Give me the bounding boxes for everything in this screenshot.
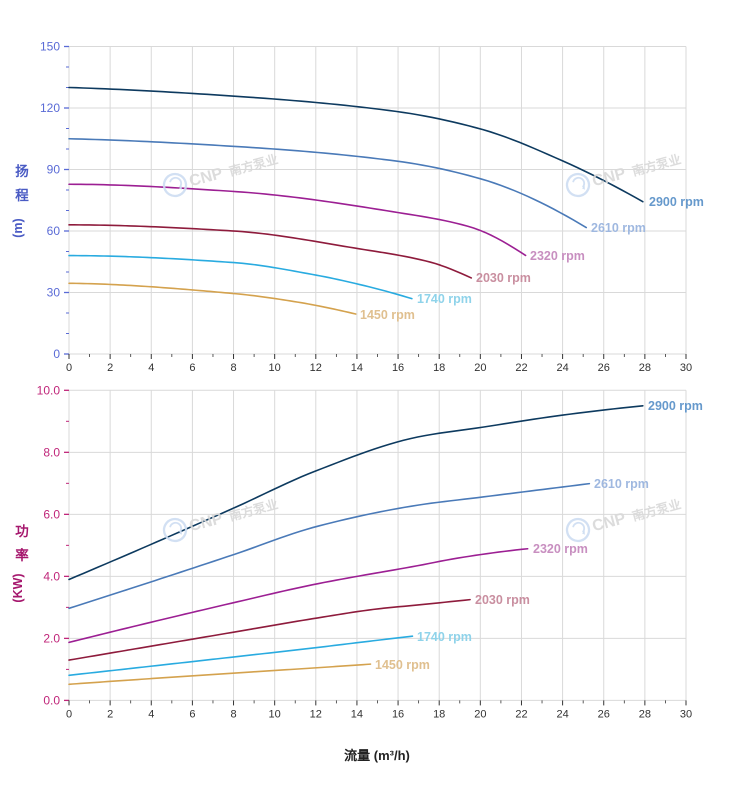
- svg-text:2: 2: [107, 708, 113, 720]
- svg-text:18: 18: [433, 708, 445, 720]
- svg-text:0: 0: [53, 347, 60, 361]
- svg-text:30: 30: [47, 286, 61, 300]
- svg-text:1450 rpm: 1450 rpm: [360, 308, 415, 322]
- svg-text:1740 rpm: 1740 rpm: [417, 630, 472, 644]
- svg-text:6: 6: [189, 708, 195, 720]
- svg-text:2030 rpm: 2030 rpm: [475, 593, 530, 607]
- svg-text:8: 8: [230, 362, 236, 374]
- svg-text:20: 20: [474, 362, 486, 374]
- svg-text:150: 150: [40, 40, 60, 54]
- svg-text:2900 rpm: 2900 rpm: [649, 195, 704, 209]
- svg-text:扬: 扬: [15, 163, 29, 179]
- svg-text:2610 rpm: 2610 rpm: [594, 477, 649, 491]
- svg-text:(KW): (KW): [11, 573, 25, 602]
- svg-text:0.0: 0.0: [43, 693, 60, 707]
- svg-text:30: 30: [680, 362, 692, 374]
- svg-text:1450 rpm: 1450 rpm: [375, 658, 430, 672]
- svg-text:0: 0: [66, 708, 72, 720]
- svg-text:流量 (m³/h): 流量 (m³/h): [344, 748, 410, 763]
- svg-text:12: 12: [310, 362, 322, 374]
- svg-text:30: 30: [680, 708, 692, 720]
- svg-text:8.0: 8.0: [43, 445, 60, 459]
- svg-text:10.0: 10.0: [37, 383, 61, 397]
- svg-text:120: 120: [40, 101, 60, 115]
- svg-text:2: 2: [107, 362, 113, 374]
- svg-text:22: 22: [515, 708, 527, 720]
- svg-text:14: 14: [351, 362, 363, 374]
- svg-text:22: 22: [515, 362, 527, 374]
- svg-text:2.0: 2.0: [43, 631, 60, 645]
- svg-text:60: 60: [47, 224, 61, 238]
- svg-text:16: 16: [392, 362, 404, 374]
- svg-text:率: 率: [15, 547, 29, 563]
- svg-text:4.0: 4.0: [43, 569, 60, 583]
- svg-text:12: 12: [310, 708, 322, 720]
- svg-text:6: 6: [189, 362, 195, 374]
- svg-text:2320 rpm: 2320 rpm: [533, 542, 588, 556]
- svg-text:26: 26: [598, 362, 610, 374]
- svg-text:4: 4: [148, 708, 154, 720]
- svg-text:90: 90: [47, 163, 61, 177]
- svg-text:16: 16: [392, 708, 404, 720]
- svg-text:功: 功: [15, 524, 29, 539]
- svg-text:2900 rpm: 2900 rpm: [648, 399, 703, 413]
- svg-text:28: 28: [639, 708, 651, 720]
- svg-text:10: 10: [269, 362, 281, 374]
- svg-text:2320 rpm: 2320 rpm: [530, 249, 585, 263]
- svg-text:20: 20: [474, 708, 486, 720]
- svg-text:10: 10: [269, 708, 281, 720]
- svg-text:(m): (m): [11, 218, 25, 237]
- svg-text:4: 4: [148, 362, 154, 374]
- svg-text:14: 14: [351, 708, 363, 720]
- svg-text:28: 28: [639, 362, 651, 374]
- svg-text:24: 24: [556, 362, 568, 374]
- svg-text:26: 26: [598, 708, 610, 720]
- svg-text:6.0: 6.0: [43, 507, 60, 521]
- svg-text:2030 rpm: 2030 rpm: [476, 271, 531, 285]
- svg-text:0: 0: [66, 362, 72, 374]
- svg-text:8: 8: [230, 708, 236, 720]
- svg-text:18: 18: [433, 362, 445, 374]
- svg-text:程: 程: [15, 188, 29, 203]
- svg-text:2610 rpm: 2610 rpm: [591, 221, 646, 235]
- svg-text:24: 24: [556, 708, 568, 720]
- svg-text:1740 rpm: 1740 rpm: [417, 292, 472, 306]
